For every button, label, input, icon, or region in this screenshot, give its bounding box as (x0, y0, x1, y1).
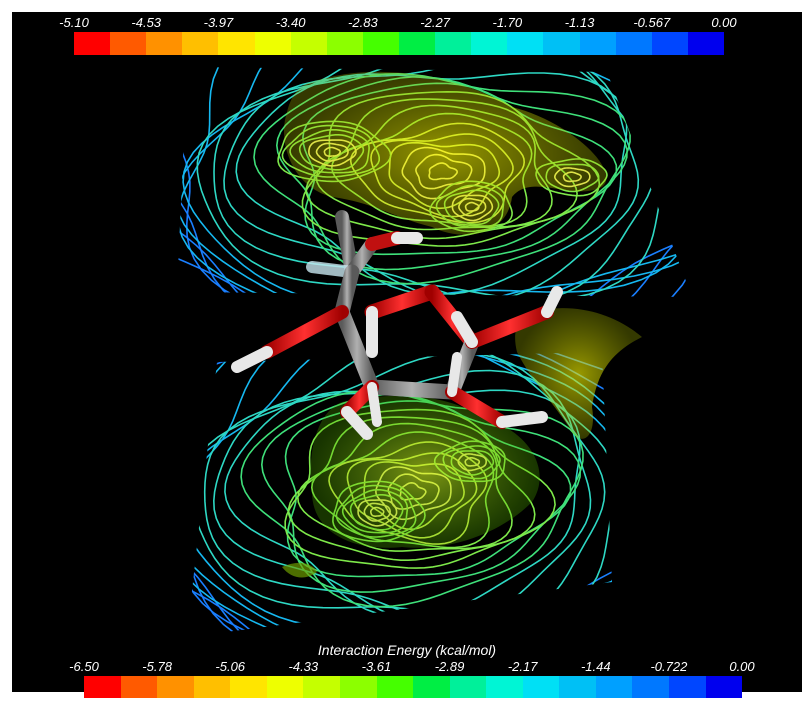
molecule (231, 210, 563, 440)
bottom-scale-swatch (595, 676, 633, 698)
top-scale-tick: -2.27 (420, 15, 450, 30)
top-scale-swatch (146, 32, 183, 55)
top-scale-swatch (74, 32, 111, 55)
top-scale-swatch (290, 32, 327, 55)
contour-line (177, 67, 692, 297)
top-scale-swatch (254, 32, 291, 55)
contour-line (177, 67, 692, 297)
top-scale-tick-labels: -5.10 -4.53 -3.97 -3.40 -2.83 -2.27 -1.70 -1.13… (59, 15, 736, 30)
bottom-scale-tick: -5.78 (142, 659, 172, 674)
top-scale-swatch (687, 32, 724, 55)
bottom-scale-swatch (486, 676, 523, 698)
bottom-scale-swatch (632, 676, 669, 698)
top-scale-swatch (398, 32, 436, 55)
top-scale-tick: -3.40 (275, 15, 306, 30)
bottom-scale-tick: -4.33 (288, 659, 319, 674)
bottom-scale-tick: -1.44 (580, 659, 611, 674)
bottom-scale-tick: -0.722 (650, 659, 688, 674)
top-scale-swatch (507, 32, 544, 55)
bottom-scale-swatch (522, 676, 560, 698)
top-scale-swatch (435, 32, 472, 55)
bottom-scale-tick: -2.89 (434, 659, 465, 674)
top-scale-swatch (615, 32, 652, 55)
isosurface-bottom-lobe (282, 562, 317, 578)
top-scale-tick: -4.53 (131, 15, 162, 30)
top-scale-tick: -3.97 (203, 15, 234, 30)
bottom-scale-tick: -3.61 (361, 659, 392, 674)
bottom-scale-swatch (193, 676, 231, 698)
bottom-scale-swatch (230, 676, 267, 698)
contour-line (213, 67, 655, 297)
top-scale-tick: -0.567 (633, 15, 671, 30)
top-scale-swatch (543, 32, 580, 55)
bottom-scale-swatch (266, 676, 304, 698)
bottom-scale-swatch (339, 676, 377, 698)
top-scale-swatch (471, 32, 508, 55)
top-scale-swatch (651, 32, 688, 55)
bottom-scale-swatch (449, 676, 487, 698)
bottom-scale-tick: 0.00 (729, 659, 755, 674)
contour-line (196, 67, 667, 297)
top-scale-swatch (362, 32, 399, 55)
bottom-scale-tick: -2.17 (507, 659, 538, 674)
top-scale-tick: -1.70 (492, 15, 523, 30)
contour-line (235, 72, 628, 296)
contour-line (275, 76, 628, 271)
contour-line (223, 67, 640, 297)
contour-line (224, 389, 581, 619)
bottom-scale-title: Interaction Energy (kcal/mol) (317, 642, 497, 658)
top-scale-tick: -2.83 (348, 15, 378, 30)
bottom-scale-swatch (120, 676, 158, 698)
top-scale-swatch (326, 32, 363, 55)
contour-molecule-scene (177, 67, 692, 637)
bottom-scale-swatch (157, 676, 194, 698)
top-color-scale (74, 32, 724, 55)
top-scale-swatch (579, 32, 616, 55)
bottom-scale-tick-labels: -6.50 -5.78 -5.06 -4.33 -3.61 -2.89 -2.17 -1.44… (69, 659, 754, 674)
top-scale-swatch (218, 32, 255, 55)
top-scale-swatch (182, 32, 219, 55)
top-scale-tick: -1.13 (564, 15, 595, 30)
bottom-scale-swatch (376, 676, 414, 698)
bottom-scale-swatch (559, 676, 596, 698)
bottom-color-scale (84, 676, 743, 698)
bottom-scale-swatch (669, 676, 706, 698)
top-scale-swatch (110, 32, 147, 55)
top-scale-tick: -5.10 (59, 15, 89, 30)
bottom-scale-swatch (84, 676, 121, 698)
bottom-scale-swatch (705, 676, 743, 698)
top-scale-tick: 0.00 (711, 15, 737, 30)
contour-line (253, 72, 631, 285)
bottom-scale-tick: -5.06 (215, 659, 246, 674)
bottom-scale-swatch (413, 676, 450, 698)
bottom-scale-swatch (303, 676, 340, 698)
visualization-frame: -5.10 -4.53 -3.97 -3.40 -2.83 -2.27 -1.70 -1.13… (12, 12, 802, 698)
contour-line (177, 67, 692, 297)
isosurface-top (284, 71, 607, 235)
isosurface-right (515, 308, 642, 439)
bottom-scale-tick: -6.50 (69, 659, 99, 674)
